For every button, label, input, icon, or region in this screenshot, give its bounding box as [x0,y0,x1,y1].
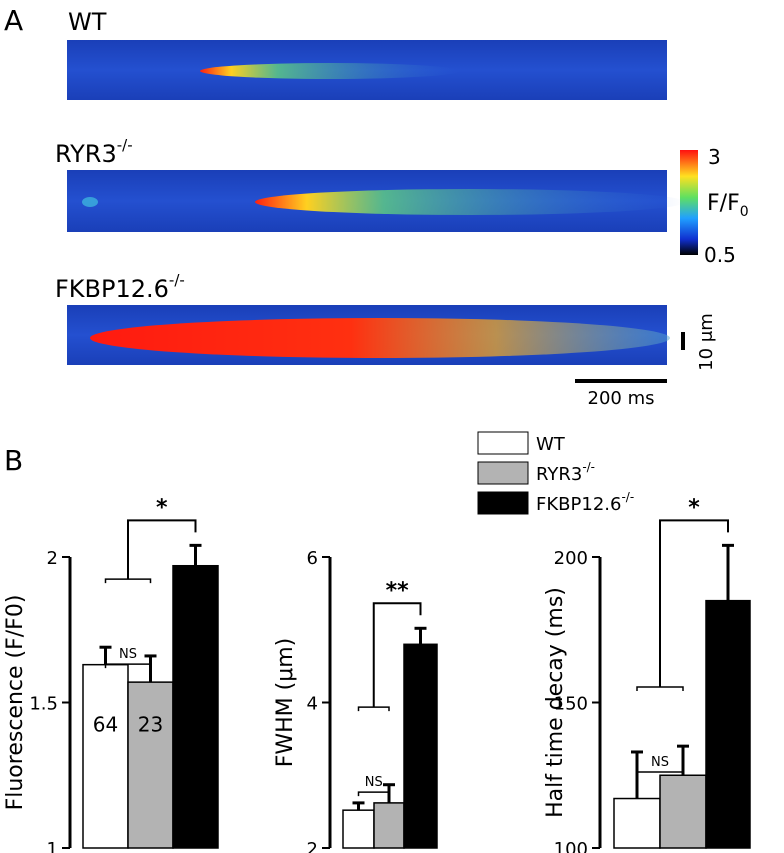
spark [255,189,685,215]
colorbar-min: 0.5 [704,243,736,267]
bar [127,681,174,849]
y-tick-label: 2 [47,548,58,569]
panel-label: B [4,444,23,477]
colorbar [680,150,698,255]
y-axis-label: FWHM (μm) [273,638,298,768]
legend-sup: -/- [621,490,634,504]
legend-name: FKBP12.6 [536,494,621,515]
bar [613,797,661,849]
bracket [372,602,422,708]
legend-label: FKBP12.6-/- [536,490,634,515]
bracket [636,771,684,776]
bracket [636,686,684,691]
bar [172,564,219,849]
y-tick-label: 1 [47,839,58,853]
scale-label: 200 ms [588,388,655,409]
y-axis-label: Half time decay (ms) [543,587,568,818]
bracket [659,519,729,687]
significance: * [688,495,700,520]
legend-swatch [477,461,529,485]
significance: NS [119,647,137,662]
legend-swatch [477,491,529,515]
panel-label: A [4,4,23,37]
y-tick-label: 2 [307,839,318,853]
bar [659,774,707,849]
scan-label: WT [68,8,107,36]
colorbar-label: F/F0 [707,191,749,220]
legend-sup: -/- [582,460,595,474]
scan-label: FKBP12.6-/- [55,271,185,303]
spark [200,63,460,79]
bracket [104,578,152,584]
y-tick-label: 100 [554,839,588,853]
significance: NS [365,775,383,790]
legend-label: WT [536,434,566,455]
bar [82,663,129,849]
bracket [357,706,390,712]
y-tick-label: 6 [307,548,318,569]
n-label: 64 [93,713,118,737]
bar [342,809,375,849]
colorbar-max: 3 [708,145,721,169]
spark [82,197,98,207]
bar [373,802,405,849]
n-label: 48 [183,713,208,737]
spark [90,318,670,358]
bracket [127,519,197,580]
n-label: 23 [138,713,163,737]
bar [403,643,438,849]
y-tick-label: 200 [554,548,588,569]
significance: * [156,495,168,520]
legend-swatch [477,431,529,455]
significance: NS [651,755,669,770]
y-tick-label: 150 [554,694,588,715]
scale-label: 10 μm [696,313,717,371]
scan-label: RYR3-/- [55,136,133,168]
legend-name: RYR3 [536,464,582,485]
significance: ** [386,578,410,603]
y-tick-label: 1.5 [29,694,58,715]
y-axis-label: Fluorescence (F/F0) [3,595,28,811]
bar [705,599,751,849]
bracket [357,791,390,797]
legend-label: RYR3-/- [536,460,595,485]
legend-name: WT [536,434,566,455]
bracket [104,663,152,669]
y-tick-label: 4 [307,694,318,715]
